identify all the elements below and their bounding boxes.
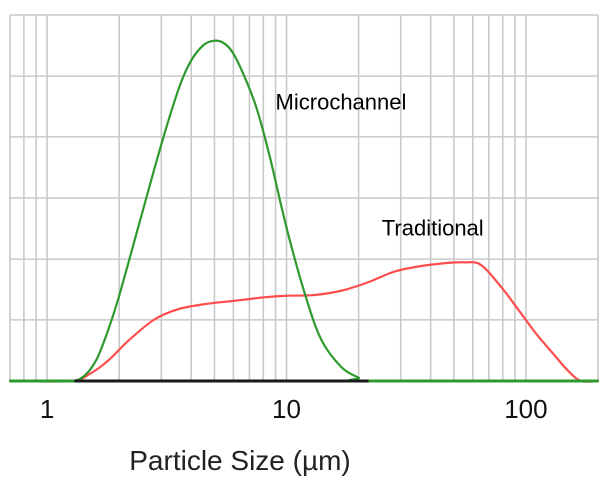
gridlines — [9, 14, 599, 381]
series-line-traditional — [8, 261, 600, 383]
series-line-microchannel — [8, 39, 600, 383]
x-tick-label: 1 — [40, 394, 54, 424]
x-tick-label: 10 — [272, 394, 301, 424]
annotation-traditional: Traditional — [382, 216, 484, 241]
series-lines — [8, 39, 600, 383]
series-annotations: Microchannel Traditional — [276, 89, 484, 240]
x-tick-label: 100 — [504, 394, 547, 424]
x-axis-title: Particle Size (µm) — [129, 445, 351, 476]
x-tick-labels: 1 10 100 — [40, 394, 548, 424]
annotation-microchannel: Microchannel — [276, 89, 407, 114]
